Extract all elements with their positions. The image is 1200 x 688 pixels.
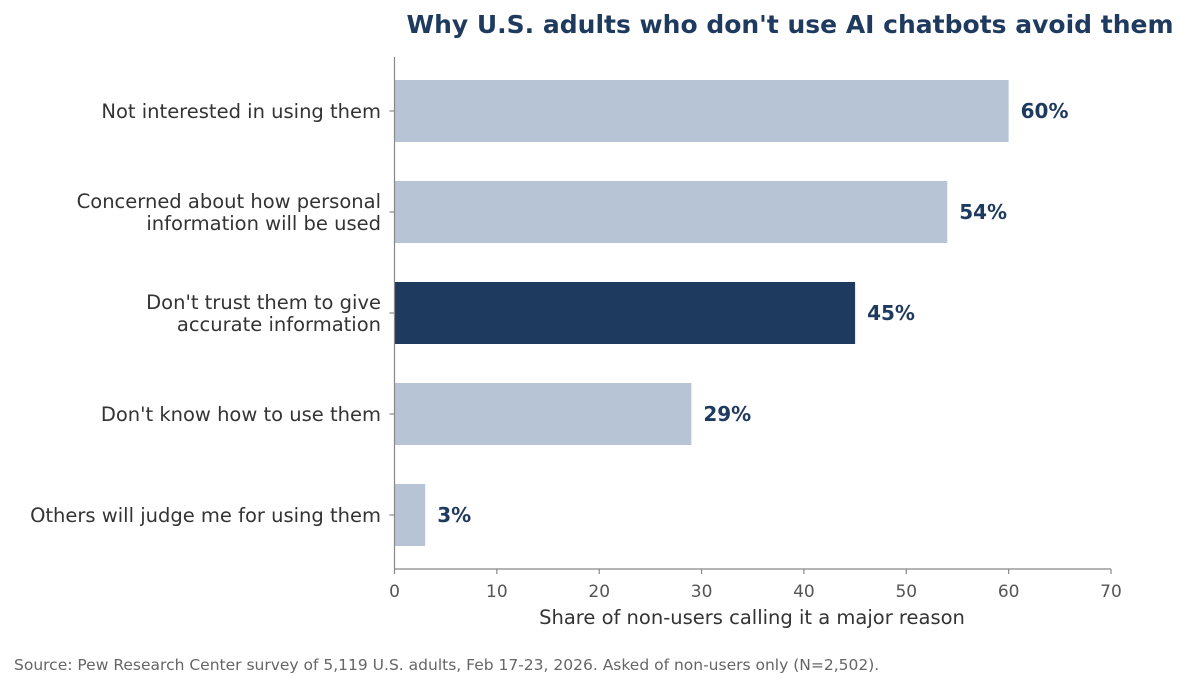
category-label-3: Don't know how to use them — [101, 403, 381, 426]
chart-title: Why U.S. adults who don't use AI chatbot… — [407, 10, 1174, 39]
x-tick-label-1: 10 — [486, 582, 508, 602]
x-tick-label-3: 30 — [691, 582, 713, 602]
value-label-4: 3% — [437, 503, 471, 527]
x-tick-label-6: 60 — [998, 582, 1020, 602]
value-labels-layer: 60% 54% 45% 29% 3% — [437, 99, 1068, 527]
x-tick-label-7: 70 — [1100, 582, 1122, 602]
x-tick-label-4: 40 — [793, 582, 815, 602]
axes-layer — [389, 57, 1111, 570]
x-tick-label-2: 20 — [588, 582, 610, 602]
category-labels-layer: Not interested in using them Concerned ab… — [30, 100, 381, 527]
x-tick-label-5: 50 — [895, 582, 917, 602]
x-axis-title: Share of non-users calling it a major re… — [539, 606, 965, 629]
x-ticks-layer: 0 10 20 30 40 50 60 70 — [389, 569, 1122, 602]
value-label-1: 54% — [959, 200, 1007, 224]
value-label-3: 29% — [703, 402, 751, 426]
bar-3 — [394, 383, 692, 445]
category-label-1: Concerned about how personal information … — [77, 190, 381, 235]
category-label-4: Others will judge me for using them — [30, 504, 381, 527]
bars-layer — [394, 80, 1009, 546]
bar-2 — [394, 282, 856, 344]
bar-1 — [394, 181, 948, 243]
category-label-2: Don't trust them to give accurate informa… — [146, 291, 381, 336]
x-tick-label-0: 0 — [389, 582, 400, 602]
value-label-0: 60% — [1021, 99, 1069, 123]
source-note: Source: Pew Research Center survey of 5,… — [14, 656, 879, 674]
bar-0 — [394, 80, 1009, 142]
category-label-0: Not interested in using them — [101, 100, 381, 123]
bar-4 — [394, 484, 426, 546]
value-label-2: 45% — [867, 301, 915, 325]
